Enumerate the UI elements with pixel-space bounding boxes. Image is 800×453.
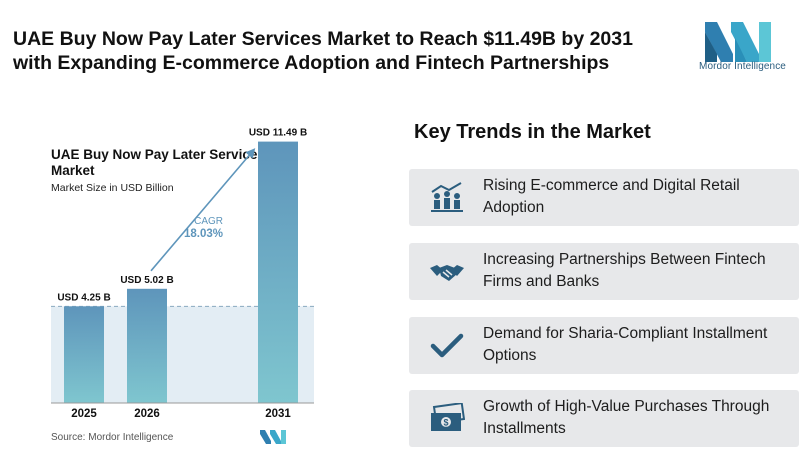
small-logo-icon <box>260 430 286 444</box>
x-tick-label: 2025 <box>71 408 97 420</box>
cagr-arrow <box>150 148 256 272</box>
trend-card-high-value: $ Growth of High-Value Purchases Through… <box>409 390 799 447</box>
x-tick-label: 2031 <box>265 408 291 420</box>
trends-title: Key Trends in the Market <box>414 121 651 143</box>
x-tick-label: 2026 <box>134 408 160 420</box>
cagr-label: CAGR <box>194 216 223 227</box>
handshake-icon <box>430 265 464 281</box>
trend-text: Growth of High-Value Purchases Through I… <box>483 398 770 437</box>
data-label: USD 4.25 B <box>57 292 110 303</box>
data-label: USD 11.49 B <box>249 128 307 139</box>
bar-2025 <box>64 306 104 403</box>
growth-people-icon <box>431 182 463 212</box>
logo-text: Mordor Intelligence <box>699 61 786 72</box>
chart-subtitle: Market Size in USD Billion <box>51 182 174 194</box>
trend-card-ecommerce: Rising E-commerce and Digital Retail Ado… <box>409 169 799 226</box>
checkmark-icon <box>430 333 464 358</box>
page-title: UAE Buy Now Pay Later Services Market to… <box>13 28 633 74</box>
trend-text: Rising E-commerce and Digital Retail Ado… <box>483 177 740 216</box>
banknotes-icon: $ <box>431 403 465 431</box>
svg-text:$: $ <box>443 418 448 428</box>
data-label: USD 5.02 B <box>120 275 173 286</box>
chart-title: UAE Buy Now Pay Later Services Market <box>51 147 265 178</box>
cagr-value: 18.03% <box>184 228 223 240</box>
trend-card-sharia: Demand for Sharia-Compliant Installment … <box>409 317 799 374</box>
mordor-logo-icon <box>705 22 771 62</box>
bar-2026 <box>127 288 167 403</box>
bar-2031 <box>258 141 298 404</box>
trend-text: Demand for Sharia-Compliant Installment … <box>483 325 768 364</box>
source-note: Source: Mordor Intelligence <box>51 432 174 443</box>
trend-text: Increasing Partnerships Between Fintech … <box>483 251 766 290</box>
trend-card-partnerships: Increasing Partnerships Between Fintech … <box>409 243 799 300</box>
